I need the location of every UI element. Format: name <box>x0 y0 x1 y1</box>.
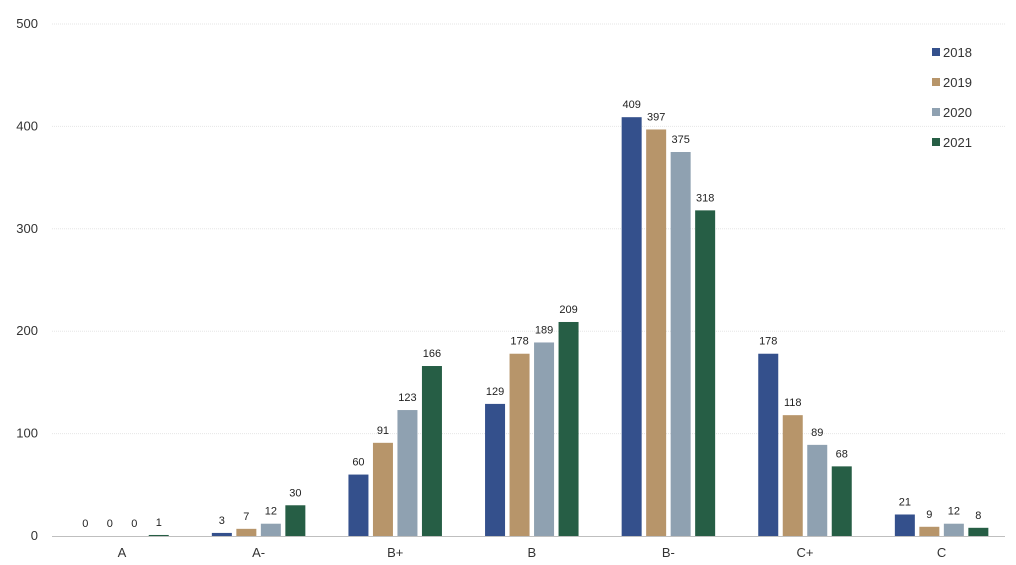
bar-2019-B <box>509 353 530 536</box>
x-axis-tick-labels: A A- B+ B B- C+ C <box>118 545 947 560</box>
data-label: 0 <box>107 518 113 530</box>
data-label: 178 <box>759 336 777 348</box>
y-tick-label: 400 <box>16 118 38 133</box>
legend: 2018 2019 2020 2021 <box>932 45 972 150</box>
legend-label: 2020 <box>943 105 972 120</box>
bar-2021-B+ <box>421 366 442 536</box>
data-label: 8 <box>975 510 981 522</box>
x-tick-label: B- <box>662 545 675 560</box>
legend-swatch-2020 <box>932 108 940 116</box>
y-tick-label: 200 <box>16 323 38 338</box>
data-label: 166 <box>423 348 441 360</box>
y-tick-label: 0 <box>31 528 38 543</box>
bar-2021-A <box>148 534 169 536</box>
bar-2021-B- <box>695 210 716 537</box>
x-tick-label: C <box>937 545 946 560</box>
x-tick-label: A <box>118 545 127 560</box>
data-label: 12 <box>265 506 277 518</box>
data-label: 7 <box>243 511 249 523</box>
data-label: 178 <box>510 336 528 348</box>
bar-2018-B <box>485 403 506 536</box>
data-label: 123 <box>398 392 416 404</box>
data-label: 9 <box>926 509 932 521</box>
bar-2021-B <box>558 321 579 536</box>
bar-2018-C+ <box>758 353 779 536</box>
x-tick-label: A- <box>252 545 265 560</box>
legend-swatch-2019 <box>932 78 940 86</box>
data-label: 409 <box>622 99 640 111</box>
bar-2021-A- <box>285 505 306 536</box>
bar-2020-B <box>534 342 555 536</box>
data-label: 397 <box>647 111 665 123</box>
data-label: 91 <box>377 425 389 437</box>
bar-2020-B+ <box>397 410 418 536</box>
data-label: 375 <box>671 134 689 146</box>
bar-2018-B+ <box>348 474 369 536</box>
legend-label: 2018 <box>943 45 972 60</box>
bar-2018-B- <box>621 117 642 537</box>
bar-2019-B+ <box>372 442 393 536</box>
data-label: 1 <box>156 517 162 529</box>
legend-label: 2021 <box>943 135 972 150</box>
bar-2020-B- <box>670 152 691 536</box>
bar-2019-C <box>919 526 940 536</box>
bar-2018-A- <box>211 532 232 536</box>
y-tick-label: 300 <box>16 221 38 236</box>
x-tick-label: B+ <box>387 545 403 560</box>
legend-swatch-2021 <box>932 138 940 146</box>
data-label: 0 <box>131 518 137 530</box>
bar-2019-C+ <box>782 415 803 536</box>
y-tick-label: 500 <box>16 16 38 31</box>
bar-2019-B- <box>646 129 667 537</box>
bar-2020-C <box>943 523 964 536</box>
legend-label: 2019 <box>943 75 972 90</box>
data-label: 12 <box>948 506 960 518</box>
data-label: 0 <box>82 518 88 530</box>
x-tick-label: B <box>527 545 536 560</box>
data-label: 189 <box>535 324 553 336</box>
bars <box>148 117 989 537</box>
data-label: 3 <box>219 515 225 527</box>
data-label: 30 <box>289 487 301 499</box>
y-tick-label: 100 <box>16 426 38 441</box>
data-label: 118 <box>784 397 802 409</box>
data-label: 21 <box>899 496 911 508</box>
data-label: 209 <box>559 304 577 316</box>
legend-swatch-2018 <box>932 48 940 56</box>
bar-2020-A- <box>260 523 281 536</box>
bar-2020-C+ <box>807 444 828 536</box>
data-label: 129 <box>486 386 504 398</box>
data-label: 89 <box>811 427 823 439</box>
data-labels: 0 0 0 1 3 7 1230609112316612917818920940939737… <box>82 99 981 530</box>
data-label: 60 <box>352 457 364 469</box>
bar-2021-C+ <box>831 466 852 536</box>
bar-2021-C <box>968 527 989 536</box>
y-axis-tick-labels: 0 100 200 300 400 500 <box>16 16 38 543</box>
data-label: 318 <box>696 192 714 204</box>
gridlines <box>52 23 1005 435</box>
data-label: 68 <box>836 448 848 460</box>
bar-2018-C <box>894 514 915 536</box>
x-tick-label: C+ <box>797 545 814 560</box>
bar-2019-A- <box>236 528 257 536</box>
